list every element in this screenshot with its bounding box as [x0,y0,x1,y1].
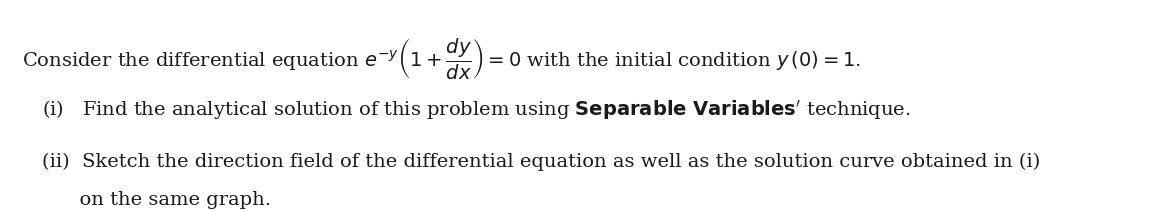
Text: Consider the differential equation $e^{-y}\left(1 + \dfrac{dy}{dx}\right) = 0$ w: Consider the differential equation $e^{-… [22,36,861,81]
Text: (i)   Find the analytical solution of this problem using $\mathbf{Separable\ Var: (i) Find the analytical solution of this… [41,98,910,122]
Text: on the same graph.: on the same graph. [41,191,271,209]
Text: (ii)  Sketch the direction field of the differential equation as well as the sol: (ii) Sketch the direction field of the d… [41,152,1040,170]
